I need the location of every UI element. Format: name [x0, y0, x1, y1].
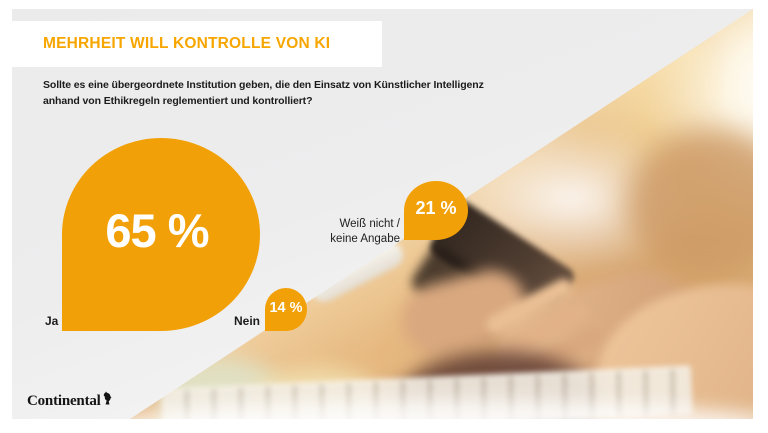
headline-banner: MEHRHEIT WILL KONTROLLE VON KI — [12, 21, 382, 67]
bubble-ja-value: 65 % — [105, 204, 209, 257]
bubble-unknown-label-line1: Weiß nicht / — [339, 218, 401, 230]
survey-question-line1: Sollte es eine übergeordnete Institution… — [43, 79, 484, 91]
bubble-ja-label: Ja — [45, 314, 59, 328]
photo-arm-shadow — [627, 129, 753, 279]
survey-question: Sollte es eine übergeordnete Institution… — [43, 78, 484, 109]
photo-desk-glow — [102, 401, 753, 419]
continental-logo-text: Continental — [27, 393, 101, 409]
bubble-ja-65: 65 % — [62, 138, 260, 331]
rearing-horse-icon — [103, 391, 112, 405]
bubble-nein-14: 14 % — [265, 288, 307, 331]
bubble-unknown-value: 21 % — [415, 198, 457, 218]
bubble-nein-value: 14 % — [269, 300, 303, 316]
bubble-unknown-label-line2: keine Angabe — [330, 232, 400, 245]
continental-logo: Continental — [27, 391, 113, 410]
content-area: MEHRHEIT WILL KONTROLLE VON KI Sollte es… — [12, 9, 753, 419]
bubble-unknown-21: 21 % — [404, 181, 468, 240]
bubble-unknown-label: Weiß nicht / keine Angabe — [270, 217, 400, 246]
page-title: MEHRHEIT WILL KONTROLLE VON KI — [43, 35, 331, 52]
bubble-nein-label: Nein — [233, 314, 260, 328]
survey-question-line2: anhand von Ethikregeln reglementiert und… — [43, 94, 313, 107]
